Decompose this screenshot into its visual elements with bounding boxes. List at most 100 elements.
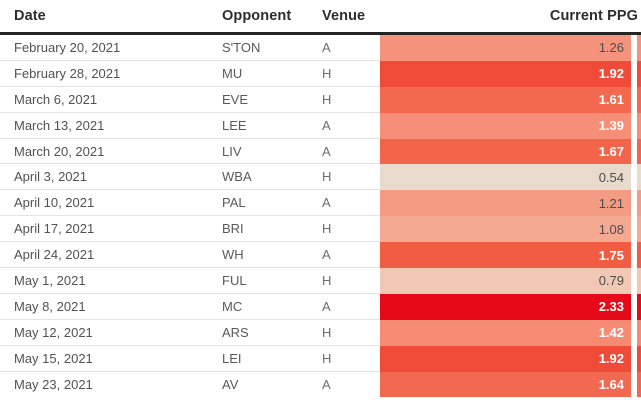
venue-cell: A [322, 113, 380, 139]
opponent-cell: MU [222, 61, 322, 87]
ppg-heat-cell: 1.39 [380, 112, 631, 139]
table-row: May 23, 2021 AV A 1.64 [0, 371, 641, 398]
date-cell: May 15, 2021 [0, 346, 222, 372]
venue-cell: H [322, 87, 380, 113]
ppg-value: 1.75 [598, 247, 624, 263]
opponent-cell: S'TON [222, 35, 322, 61]
ppg-heat-sliver [637, 112, 641, 139]
opponent-cell: LEE [222, 113, 322, 139]
ppg-heat-sliver [637, 242, 641, 269]
opponent-cell: BRI [222, 216, 322, 243]
ppg-heat-cell: 1.92 [380, 345, 631, 372]
venue-cell: A [322, 242, 380, 269]
fixtures-ppg-table: Date Opponent Venue Current PPG February… [0, 8, 641, 398]
ppg-cell-area: 1.39 [380, 112, 641, 139]
opponent-cell: ARS [222, 320, 322, 346]
ppg-cell-gap [631, 371, 637, 398]
ppg-heat-sliver [637, 138, 641, 165]
ppg-heat-cell: 1.92 [380, 60, 631, 87]
ppg-value: 1.08 [598, 221, 624, 237]
ppg-heat-cell: 1.67 [380, 138, 631, 165]
ppg-cell-area: 1.92 [380, 345, 641, 372]
ppg-cell-area: 1.42 [380, 319, 641, 346]
table-row: March 6, 2021 EVE H 1.61 [0, 86, 641, 113]
ppg-heat-cell: 1.75 [380, 242, 631, 269]
ppg-value: 1.67 [598, 144, 624, 159]
ppg-value: 2.33 [598, 299, 624, 315]
ppg-cell-gap [631, 216, 637, 243]
opponent-cell: AV [222, 377, 239, 393]
table-row: March 13, 2021 LEE A 1.39 [0, 112, 641, 139]
ppg-cell-area: 0.79 [380, 268, 641, 294]
table-row: May 8, 2021 MC A 2.33 [0, 293, 641, 320]
ppg-heat-cell: 1.26 [380, 35, 631, 61]
date-cell: May 8, 2021 [0, 294, 222, 320]
date-cell: February 28, 2021 [0, 61, 222, 87]
ppg-heat-cell: 0.54 [380, 164, 631, 191]
venue-cell: A [322, 294, 380, 320]
ppg-heat-sliver [637, 86, 641, 113]
ppg-heat-sliver [637, 319, 641, 346]
date-cell: April 17, 2021 [0, 216, 222, 243]
date-cell: March 6, 2021 [0, 87, 222, 113]
ppg-heat-cell: 1.42 [380, 319, 631, 346]
table-row: February 28, 2021 MU H 1.92 [0, 60, 641, 87]
ppg-heat-cell: 0.79 [380, 268, 631, 294]
ppg-value: 1.26 [598, 40, 624, 56]
ppg-cell-area: 2.33 [380, 293, 641, 320]
ppg-heat-sliver [637, 268, 641, 294]
table-row: March 20, 2021 LIV A 1.67 [0, 138, 641, 165]
ppg-cell-area: 1.67 [380, 138, 641, 165]
venue-cell: H [322, 320, 380, 346]
ppg-cell-area: 1.92 [380, 60, 641, 87]
column-header-date: Date [14, 8, 46, 24]
ppg-value: 0.54 [598, 169, 624, 185]
venue-cell: H [322, 164, 380, 191]
ppg-cell-gap [631, 319, 637, 346]
column-header-venue: Venue [322, 8, 366, 24]
ppg-cell-area: 1.08 [380, 216, 641, 243]
ppg-cell-area: 1.64 [380, 371, 641, 398]
ppg-cell-area: 1.21 [380, 190, 641, 217]
date-cell: April 10, 2021 [0, 190, 222, 217]
opponent-cell: FUL [222, 268, 322, 294]
ppg-heat-sliver [637, 164, 641, 191]
table-row: May 12, 2021 ARS H 1.42 [0, 319, 641, 346]
venue-cell: H [322, 268, 380, 294]
table-row: April 17, 2021 BRI H 1.08 [0, 216, 641, 243]
date-cell: May 1, 2021 [0, 268, 222, 294]
date-cell: April 3, 2021 [0, 164, 222, 191]
column-header-opponent: Opponent [222, 8, 292, 24]
ppg-cell-gap [631, 268, 637, 294]
ppg-heat-sliver [637, 60, 641, 87]
ppg-cell-gap [631, 242, 637, 269]
ppg-heat-cell: 1.21 [380, 190, 631, 217]
ppg-heat-sliver [637, 345, 641, 372]
opponent-cell: LEI [222, 346, 322, 372]
ppg-heat-sliver [637, 190, 641, 217]
ppg-cell-gap [631, 138, 637, 165]
date-cell: April 24, 2021 [0, 242, 222, 269]
ppg-value: 1.64 [598, 377, 624, 393]
ppg-cell-gap [631, 35, 637, 61]
ppg-value: 1.61 [598, 92, 624, 108]
date-cell: March 20, 2021 [0, 139, 222, 165]
date-cell: May 12, 2021 [0, 320, 222, 346]
venue-cell: A [322, 190, 380, 217]
ppg-value: 1.39 [598, 118, 624, 134]
ppg-cell-gap [631, 190, 637, 217]
ppg-cell-gap [631, 86, 637, 113]
ppg-value: 1.21 [598, 195, 624, 211]
ppg-cell-area: 0.54 [380, 164, 641, 191]
opponent-cell: MC [222, 294, 322, 320]
table-body: February 20, 2021 S'TON A 1.26 February … [0, 35, 641, 398]
column-header-current-ppg: Current PPG [549, 8, 638, 24]
date-cell: February 20, 2021 [0, 35, 222, 61]
table-row: April 10, 2021 PAL A 1.21 [0, 190, 641, 217]
ppg-heat-cell: 2.33 [380, 293, 631, 320]
opponent-cell: WBA [222, 164, 322, 191]
ppg-value: 1.92 [598, 66, 624, 82]
opponent-cell: EVE [222, 87, 322, 113]
venue-cell: H [322, 216, 380, 243]
ppg-cell-gap [631, 293, 637, 320]
